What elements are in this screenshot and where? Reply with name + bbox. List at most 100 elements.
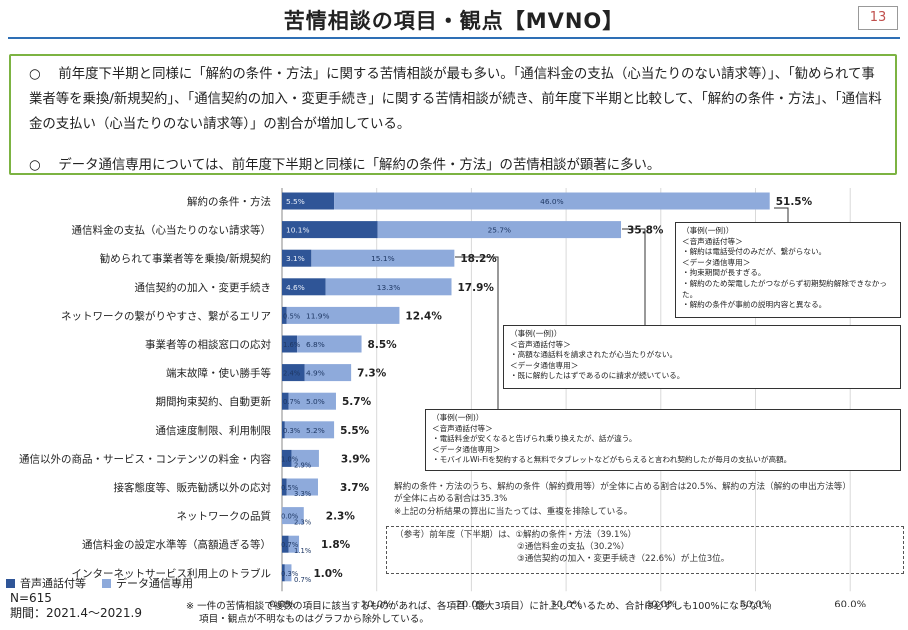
total-label: 35.8% (627, 225, 664, 237)
bar-data (334, 192, 770, 210)
data-label-voice: 0.0% (281, 513, 299, 521)
data-label-voice: 0.5% (283, 312, 301, 320)
footnote-line: 項目・観点が不明なものはグラフから除外している。 (199, 614, 429, 625)
callout-connectors (455, 207, 789, 409)
data-label-data: 5.0% (306, 397, 325, 406)
category-label: インターネットサービス利用上のトラブル (72, 567, 272, 580)
case-note-billing: （事例(一例)） ＜音声通話付等＞ ・高額な通話料を請求されたが心当たりがない。… (503, 325, 901, 389)
period: 期間：2021.4～2021.9 (10, 606, 142, 620)
bar-voice (282, 449, 292, 467)
x-tick-label: 60.0% (834, 599, 866, 607)
bar-voice (282, 278, 326, 296)
data-label-data: 11.9% (306, 311, 329, 320)
case-note-line: ・解約は電話受付のみだが、繋がらない。 (682, 247, 827, 257)
case-note-line: ・電話料金が安くなると告げられ乗り換えたが、話が違う。 (432, 434, 637, 444)
category-label: ネットワークの品質 (177, 510, 272, 523)
category-label: ネットワークの繋がりやすさ、繋がるエリア (61, 309, 271, 322)
data-label-voice: 0.3% (283, 427, 301, 435)
footnote-line: ※ 一件の苦情相談で複数の項目に該当するものがあれば、各項目（最大3項目）に計上… (186, 601, 778, 612)
page-title: 苦情相談の項目・観点【MVNO】 (283, 9, 625, 33)
footnote: ※ 一件の苦情相談で複数の項目に該当するものがあれば、各項目（最大3項目）に計上… (186, 600, 901, 626)
total-label: 18.2% (460, 253, 497, 265)
bar-data (297, 335, 362, 353)
case-note-line: ＜音声通話付等＞ (682, 236, 743, 246)
x-tick-label: 50.0% (740, 599, 772, 607)
bar-voice (282, 221, 378, 239)
page-number: 13 (858, 6, 898, 30)
bar-data (284, 564, 292, 582)
category-label: 通信速度制限、利用制限 (156, 424, 272, 437)
reference-line: （参考）前年度（下半期）は、①解約の条件・方法（39.1%） (395, 530, 637, 540)
analysis-line: ※上記の分析結果の算出に当たっては、重複を排除している。 (394, 506, 633, 517)
bar-data (288, 392, 336, 410)
reference-box: （参考）前年度（下半期）は、①解約の条件・方法（39.1%） ②通信料金の支払（… (386, 526, 904, 574)
data-label-voice: 0.7% (283, 398, 301, 406)
total-label: 17.9% (458, 282, 495, 294)
data-label-data: 3.3% (294, 490, 312, 498)
total-label: 8.5% (368, 339, 398, 351)
total-label: 1.0% (313, 568, 343, 580)
total-label: 3.9% (341, 453, 371, 465)
data-label-data: 0.7% (294, 576, 312, 584)
data-label-voice: 2.4% (283, 370, 301, 378)
data-label-data: 2.3% (294, 519, 312, 527)
case-note-line: ・解約の条件が事前の説明内容と異なる。 (682, 300, 827, 310)
summary-paragraph-2: ○ データ通信専用については、前年度下半期と同様に「解約の条件・方法」の苦情相談… (29, 158, 661, 173)
total-label: 51.5% (776, 196, 813, 208)
x-tick-label: 0.0% (269, 599, 294, 607)
bar-data (286, 306, 400, 324)
total-label: 7.3% (357, 368, 387, 380)
data-label-voice: 0.5% (281, 484, 299, 492)
case-note-line: ・既に解約したはずであるのに請求が続いている。 (510, 371, 685, 381)
case-note-line: ・高額な通話料を請求されたが心当たりがない。 (510, 350, 678, 360)
x-tick-label: 40.0% (645, 599, 677, 607)
total-label: 5.5% (340, 425, 370, 437)
case-note-switching: （事例(一例)） ＜音声通話付等＞ ・電話料金が安くなると告げられ乗り換えたが、… (425, 409, 901, 471)
total-label: 1.8% (321, 539, 351, 551)
reference-line: ③通信契約の加入・変更手続き（22.6%）が上位3位。 (517, 553, 730, 564)
bar-voice (282, 364, 305, 382)
x-tick-label: 30.0% (550, 599, 582, 607)
title-bar: 苦情相談の項目・観点【MVNO】 13 (0, 0, 908, 39)
case-note-title: （事例(一例)） (682, 226, 734, 235)
bar-data (377, 221, 622, 239)
analysis-note: 解約の条件・方法のうち、解約の条件（解約費用等）が全体に占める割合は20.5%、… (394, 481, 904, 518)
case-note-cancellation: （事例(一例)） ＜音声通話付等＞ ・解約は電話受付のみだが、繋がらない。 ＜デ… (675, 222, 901, 318)
chart-bars (282, 192, 770, 582)
bar-voice (282, 249, 312, 267)
category-label: 事業者等の相談窓口の応対 (145, 338, 271, 351)
legend-label-data: データ通信専用 (116, 577, 193, 590)
total-label: 5.7% (342, 396, 372, 408)
data-label-voice: 10.1% (286, 226, 309, 235)
data-label-data: 1.1% (294, 547, 312, 555)
data-label-data: 15.1% (371, 254, 394, 263)
callout-line-1 (774, 207, 789, 222)
category-label: 通信以外の商品・サービス・コンテンツの料金・内容 (19, 452, 271, 465)
category-label: 通信契約の加入・変更手続き (135, 281, 272, 294)
data-label-data: 2.9% (294, 461, 312, 469)
summary-box: ○ 前年度下半期と同様に「解約の条件・方法」に関する苦情相談が最も多い。「通信料… (9, 54, 897, 175)
data-label-voice: 3.1% (286, 254, 305, 263)
callout-line-2 (622, 228, 646, 325)
summary-paragraph-1: ○ 前年度下半期と同様に「解約の条件・方法」に関する苦情相談が最も多い。「通信料… (29, 67, 882, 132)
bar-data (284, 421, 335, 439)
total-label: 3.7% (340, 482, 370, 494)
bar-voice (282, 535, 289, 553)
category-label: 期間拘束契約、自動更新 (156, 395, 272, 408)
case-note-line: ・解約のため架電したがつながらず初期契約解除できなかった。 (682, 278, 887, 299)
data-label-data: 25.7% (488, 226, 511, 235)
category-label: 接客態度等、販売勧誘以外の応対 (114, 481, 272, 494)
callout-line-3 (455, 256, 499, 409)
data-label-data: 4.9% (306, 369, 325, 378)
chart-labels: 0.0% 10.0% 20.0% 30.0% 40.0% 50.0% 60.0% 解約の条件・… (19, 195, 866, 607)
bar-voice (282, 335, 298, 353)
category-label: 端末故障・使い勝手等 (166, 367, 271, 380)
data-label-voice: 5.5% (286, 197, 305, 206)
data-label-voice: 1.0% (281, 455, 299, 463)
data-label-voice: 1.6% (283, 341, 301, 349)
analysis-line: が全体に占める割合は35.3% (394, 494, 508, 505)
data-label-voice: 4.6% (286, 283, 305, 292)
legend-swatch-voice (6, 578, 15, 588)
sample-size: N=615 (10, 591, 52, 605)
sample-info: N=615 期間：2021.4～2021.9 (10, 591, 142, 621)
